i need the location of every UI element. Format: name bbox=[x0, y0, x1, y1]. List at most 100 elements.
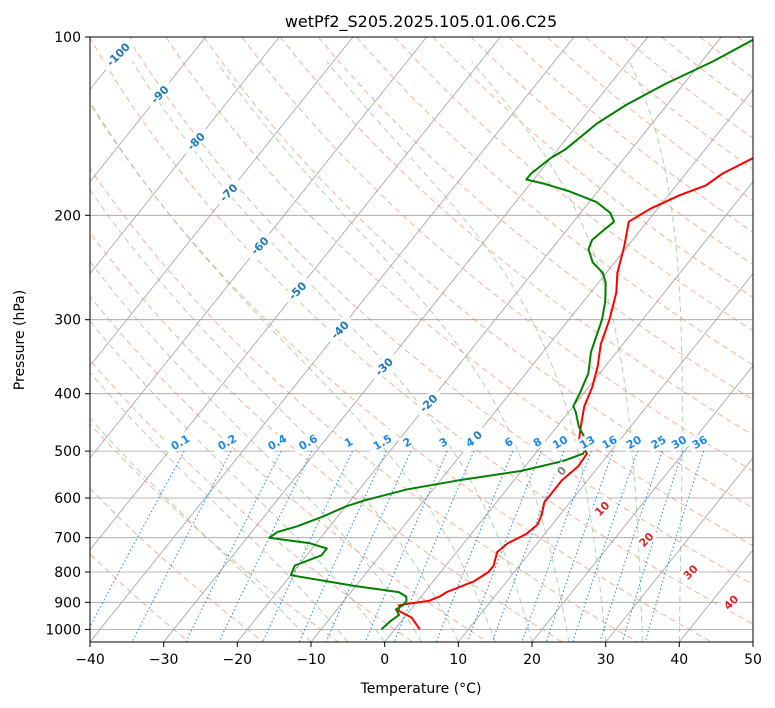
dewpoint-profile-line bbox=[268, 38, 753, 631]
mixing-ratio-label-bg bbox=[665, 430, 692, 453]
isotherm-line bbox=[90, 37, 354, 367]
isotherm-line bbox=[163, 37, 649, 642]
y-axis-label: Pressure (hPa) bbox=[12, 290, 28, 390]
theta-e-label-bg bbox=[633, 526, 659, 552]
y-tick-label: 400 bbox=[54, 387, 81, 403]
isotherm-line bbox=[531, 365, 753, 642]
theta-e-label-bg bbox=[551, 460, 571, 481]
isotherm-line bbox=[236, 37, 722, 642]
dry-adiabats bbox=[90, 37, 753, 642]
dry-adiabat-line bbox=[279, 37, 753, 436]
mixing-ratio-label-bg bbox=[397, 432, 417, 451]
mixing-ratio-line bbox=[621, 450, 684, 642]
isotherm-label-bg bbox=[412, 387, 444, 419]
x-tick-label: −10 bbox=[296, 652, 326, 668]
mixing-ratio-line bbox=[393, 450, 475, 642]
isobars bbox=[90, 37, 753, 630]
isotherm-label-bg bbox=[212, 176, 244, 208]
mixing-ratio-label-bg bbox=[291, 428, 325, 455]
plot-area bbox=[90, 37, 753, 642]
dry-adiabat-line bbox=[585, 37, 753, 170]
isotherms bbox=[90, 37, 753, 642]
y-tick-label: 500 bbox=[54, 444, 81, 460]
mixing-ratio-line bbox=[90, 450, 185, 628]
mixing-ratio-label-bg bbox=[499, 432, 518, 451]
isotherm-line bbox=[90, 37, 428, 459]
mixing-ratio-line bbox=[298, 450, 387, 642]
dry-adiabat-line bbox=[203, 37, 753, 509]
dry-adiabat-line bbox=[90, 487, 264, 642]
mixing-ratio-label-group: 2 bbox=[397, 432, 417, 451]
mixing-ratio-label-bg bbox=[574, 430, 600, 453]
mixing-ratio-label-bg bbox=[546, 430, 573, 453]
mixing-ratio-label-bg bbox=[365, 428, 399, 455]
moist-adiabat-line bbox=[90, 189, 459, 642]
dry-adiabat-line bbox=[508, 37, 753, 233]
dry-adiabat-line bbox=[623, 37, 753, 139]
moist-adiabat-line bbox=[216, 61, 570, 642]
y-tick-label: 100 bbox=[54, 30, 81, 46]
plot-frame bbox=[89, 36, 754, 643]
mixing-ratio-label-bg bbox=[260, 428, 294, 455]
moist-adiabat-line bbox=[90, 320, 386, 642]
y-tick-label: 800 bbox=[54, 565, 81, 581]
mixing-ratio-line bbox=[521, 450, 592, 642]
moist-adiabat-line bbox=[90, 100, 496, 642]
mixing-ratio-label-group: 4 bbox=[460, 432, 480, 451]
mixing-ratio-label-bg bbox=[527, 432, 547, 451]
theta-e-label-bg bbox=[677, 559, 703, 585]
mixing-ratio-lines bbox=[90, 450, 705, 642]
isotherm-line bbox=[90, 37, 501, 551]
isotherm-line bbox=[310, 88, 753, 642]
dry-adiabat-line bbox=[90, 231, 563, 642]
x-tick-label: 40 bbox=[670, 652, 688, 668]
isotherm-line bbox=[605, 457, 753, 642]
x-tick-label: 30 bbox=[597, 652, 615, 668]
y-tick-label: 600 bbox=[54, 491, 81, 507]
y-tick-label: 1000 bbox=[45, 622, 81, 638]
mixing-ratio-label-bg bbox=[645, 430, 672, 453]
mixing-ratio-line bbox=[325, 450, 412, 642]
moist-adiabat-line bbox=[131, 61, 533, 642]
moist-adiabat-line bbox=[90, 371, 349, 642]
mixing-ratio-line bbox=[599, 450, 663, 642]
dry-adiabat-line bbox=[90, 167, 638, 642]
mixing-ratio-label-bg bbox=[596, 430, 623, 453]
moist-adiabat-line bbox=[90, 260, 422, 642]
dry-adiabat-line bbox=[90, 103, 712, 642]
mixing-ratio-label-group: 3 bbox=[433, 432, 453, 451]
x-tick-label: 10 bbox=[449, 652, 467, 668]
mixing-ratio-label-bg bbox=[163, 428, 197, 455]
isotherm-label-bg bbox=[99, 35, 137, 73]
dry-adiabat-line bbox=[394, 37, 753, 332]
dry-adiabat-line bbox=[90, 37, 753, 625]
x-tick-label: 0 bbox=[380, 652, 389, 668]
mixing-ratio-label-bg bbox=[686, 430, 713, 453]
isotherm-label-bg bbox=[368, 350, 400, 382]
theta-e-label-bg bbox=[589, 495, 615, 521]
isotherm-label-bg bbox=[143, 78, 175, 110]
isotherm-line bbox=[457, 272, 753, 642]
isotherm-label-bg bbox=[180, 125, 211, 157]
mixing-ratio-line bbox=[218, 450, 313, 642]
isotherm-line bbox=[90, 37, 207, 183]
mixing-ratio-label-group: 1 bbox=[338, 432, 358, 451]
mixing-ratio-label-group: 8 bbox=[527, 432, 547, 451]
mixing-ratio-line bbox=[545, 450, 614, 642]
dry-adiabat-line bbox=[165, 37, 753, 547]
mixing-ratio-line bbox=[572, 450, 639, 642]
x-tick-label: −40 bbox=[75, 652, 105, 668]
mixing-ratio-label-bg bbox=[460, 432, 480, 451]
isotherm-label-bg bbox=[324, 314, 355, 345]
x-tick-label: 50 bbox=[744, 652, 762, 668]
isotherm-label-bg bbox=[243, 229, 275, 261]
chart-title: wetPf2_S205.2025.105.01.06.C25 bbox=[285, 12, 557, 32]
mixing-ratio-label-bg bbox=[433, 432, 453, 451]
theta-e-label-bg bbox=[718, 589, 744, 615]
y-tick-label: 900 bbox=[54, 595, 81, 611]
moist-adiabat-line bbox=[326, 61, 607, 642]
y-tick-label: 200 bbox=[54, 208, 81, 224]
mixing-ratio-label-bg bbox=[338, 432, 358, 451]
mixing-ratio-label-bg bbox=[620, 430, 647, 453]
x-tick-label: −30 bbox=[149, 652, 179, 668]
